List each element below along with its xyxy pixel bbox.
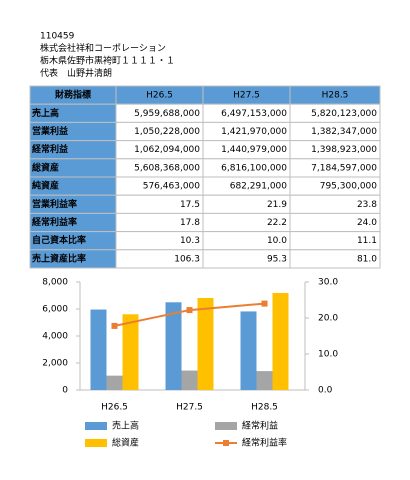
- bar: [181, 370, 198, 390]
- legend-label: 売上高: [112, 420, 139, 432]
- table-text: 経常利益: [32, 143, 68, 155]
- legend-marker: [223, 440, 229, 446]
- x-tick-label: H28.5: [251, 403, 278, 413]
- y-tick-label: 0: [62, 386, 68, 396]
- table-text: 22.2: [267, 218, 287, 228]
- x-tick-label: H27.5: [176, 403, 203, 413]
- legend-swatch: [215, 422, 237, 430]
- table-text: 6,816,100,000: [221, 163, 287, 173]
- table-text: 682,291,000: [230, 182, 288, 192]
- header-line: 株式会社祥和コーポレーション: [40, 42, 166, 54]
- header-line: 栃木県佐野市黒袴町１１１１・１: [40, 55, 175, 67]
- line-marker: [186, 307, 193, 314]
- table-text: 5,820,123,000: [311, 109, 377, 119]
- table-text: 795,300,000: [320, 182, 378, 192]
- table-text: 1,440,979,000: [221, 145, 287, 155]
- table-text: 10.0: [267, 236, 287, 246]
- table-cell: [289, 249, 381, 269]
- table-header: H28.5: [322, 91, 349, 101]
- table-text: 総資産: [32, 161, 59, 173]
- table-text: 7,184,597,000: [311, 163, 377, 173]
- legend-swatch: [85, 422, 107, 430]
- bar: [122, 314, 139, 390]
- bar: [197, 297, 214, 390]
- table-text: 23.8: [357, 200, 377, 210]
- table-text: 売上高: [32, 107, 59, 119]
- table-text: 576,463,000: [143, 182, 201, 192]
- table-text: 営業利益率: [32, 198, 77, 210]
- table-text: 自己資本比率: [32, 234, 86, 246]
- table-header: 財務指標: [54, 89, 91, 101]
- legend-label: 総資産: [112, 437, 139, 449]
- table-text: 1,062,094,000: [134, 145, 200, 155]
- line-marker: [261, 300, 268, 307]
- table-text: 売上資産比率: [32, 252, 86, 264]
- table-text: 6,497,153,000: [221, 109, 287, 119]
- bar: [106, 375, 123, 390]
- bar: [256, 371, 273, 390]
- table-header: H26.5: [146, 91, 173, 101]
- table-text: 21.9: [267, 200, 287, 210]
- header-line: 代表 山野井清朗: [40, 67, 112, 79]
- y2-tick-label: 20.0: [318, 314, 338, 324]
- table-text: 5,608,368,000: [134, 163, 200, 173]
- table-text: 24.0: [357, 218, 377, 228]
- table-text: 1,050,228,000: [134, 127, 200, 137]
- table-text: 純資産: [32, 180, 59, 192]
- table-text: 1,398,923,000: [311, 145, 377, 155]
- x-tick-label: H26.5: [101, 403, 128, 413]
- table-text: 106.3: [174, 254, 200, 264]
- table-text: 10.3: [180, 236, 200, 246]
- y-tick-label: 6,000: [42, 305, 68, 315]
- table-text: 1,421,970,000: [221, 127, 287, 137]
- table-text: 1,382,347,000: [311, 127, 377, 137]
- legend-label: 経常利益: [242, 420, 278, 432]
- bar: [90, 309, 107, 390]
- y-tick-label: 8,000: [42, 278, 68, 288]
- y2-tick-label: 30.0: [318, 278, 338, 288]
- y2-tick-label: 10.0: [318, 350, 338, 360]
- table-text: 95.3: [267, 254, 287, 264]
- table-text: 5,959,688,000: [134, 109, 200, 119]
- bar: [240, 311, 257, 390]
- table-header: H27.5: [233, 91, 260, 101]
- header-line: 110459: [40, 32, 75, 42]
- table-text: 17.8: [180, 218, 200, 228]
- legend-label: 経常利益率: [242, 437, 287, 449]
- legend-swatch: [85, 439, 107, 447]
- y-tick-label: 2,000: [42, 359, 68, 369]
- y2-tick-label: 0.0: [318, 386, 333, 396]
- line-marker: [111, 322, 118, 329]
- table-text: 81.0: [357, 254, 377, 264]
- table-text: 11.1: [357, 236, 377, 246]
- table-text: 17.5: [180, 200, 200, 210]
- bar: [165, 302, 182, 390]
- bar: [272, 293, 289, 390]
- y-tick-label: 4,000: [42, 332, 68, 342]
- table-text: 営業利益: [32, 125, 68, 137]
- table-text: 経常利益率: [32, 216, 77, 228]
